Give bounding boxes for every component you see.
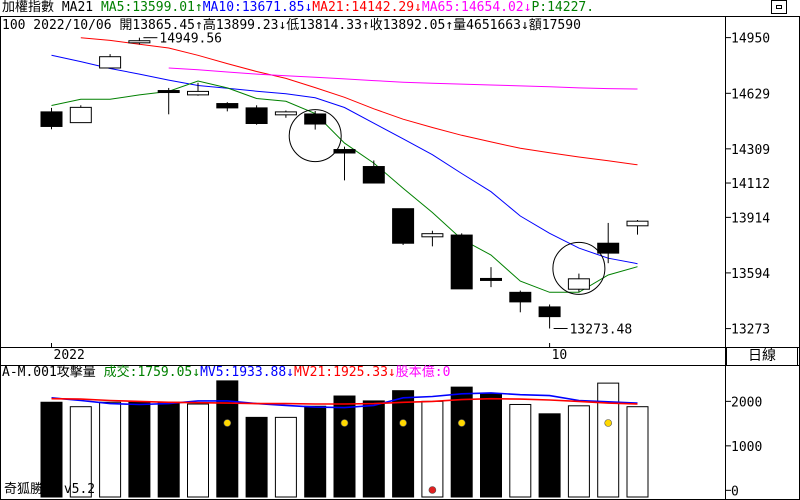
signal-circle xyxy=(552,241,606,295)
price-header-segment-5: P:14227. xyxy=(531,0,595,15)
candle-body xyxy=(245,107,268,125)
price-tick-label: 13914 xyxy=(731,211,770,226)
extreme-label: 14949.56 xyxy=(159,32,222,47)
volume-header-segment-1: 成交:1759.05↓ xyxy=(103,365,201,380)
candle-body xyxy=(362,166,385,184)
volume-bar xyxy=(304,405,327,498)
candle-body xyxy=(216,103,239,109)
volume-bar xyxy=(274,416,297,498)
volume-bar xyxy=(421,400,444,498)
candle-body xyxy=(157,90,180,94)
volume-bar xyxy=(450,386,473,498)
software-label: 奇狐勝券 v5.2 xyxy=(4,482,96,497)
candle-body xyxy=(274,111,297,116)
ma-line-ma65 xyxy=(168,67,638,90)
price-header-segment-1: MA5:13599.01↑ xyxy=(100,0,203,15)
candle-body xyxy=(128,40,151,44)
price-tick-label: 13273 xyxy=(731,323,770,338)
price-tick-label: 14629 xyxy=(731,87,770,102)
date-tick-label: 2022 xyxy=(54,348,85,363)
volume-bar xyxy=(538,413,561,498)
volume-bar xyxy=(40,401,63,498)
period-tab-daily[interactable]: 日線 xyxy=(726,347,798,366)
volume-signal-dot xyxy=(223,419,232,427)
volume-line-mv5 xyxy=(51,392,638,409)
volume-header-segment-2: MV5:1933.88↓ xyxy=(200,365,294,380)
date-tick-label: 10 xyxy=(552,348,568,363)
volume-tick-label: 2000 xyxy=(731,395,762,410)
volume-signal-dot xyxy=(340,419,349,427)
candle-body xyxy=(626,220,649,227)
price-header-segment-3: MA21:14142.29↓ xyxy=(312,0,422,15)
volume-bar xyxy=(333,395,356,498)
volume-signal-dot xyxy=(604,419,613,427)
signal-circle xyxy=(288,109,342,163)
volume-bar xyxy=(626,406,649,498)
ma-line-ma10 xyxy=(51,54,638,265)
price-tick-label: 13594 xyxy=(731,267,770,282)
volume-line-mv21 xyxy=(51,397,638,405)
price-panel: 14950 14629 14309 14112 13914 13594 13273 2022 1… xyxy=(40,32,770,363)
volume-signal-dot xyxy=(457,419,466,427)
volume-bar xyxy=(216,380,239,498)
price-header: 加權指數 MA21 MA5:13599.01↑MA10:13671.85↓MA2… xyxy=(2,0,594,16)
price-tick-label: 14112 xyxy=(731,177,770,192)
price-header-segment-4: MA65:14654.02↓ xyxy=(421,0,532,15)
volume-panel: 2000 1000 0 xyxy=(40,380,762,499)
volume-bar xyxy=(480,393,502,498)
volume-bar xyxy=(157,401,180,498)
candle-body xyxy=(538,306,561,318)
price-header-segment-0: 加權指數 MA21 xyxy=(2,0,101,15)
volume-bar xyxy=(597,382,620,498)
candle-body xyxy=(509,291,532,303)
price-header-segment-2: MA10:13671.85↓ xyxy=(202,0,313,15)
candle-body xyxy=(450,234,473,290)
candle-body xyxy=(304,113,327,125)
volume-bar xyxy=(128,401,151,498)
volume-bar xyxy=(69,406,92,498)
volume-tick-label: 0 xyxy=(731,484,739,499)
price-detail-line: 100 2022/10/06 開13865.45↑高13899.23↓低1381… xyxy=(2,18,581,33)
volume-bar xyxy=(509,403,532,498)
candle-body xyxy=(69,106,92,124)
candle-body xyxy=(333,149,356,154)
volume-header-segment-3: MV21:1925.33↓ xyxy=(294,365,396,380)
volume-bar xyxy=(187,403,209,498)
candle-body xyxy=(421,233,444,238)
candle-body xyxy=(567,278,590,290)
volume-signal-dot xyxy=(428,486,437,494)
volume-header: A-M.001攻擊量 成交:1759.05↓MV5:1933.88↓MV21:1… xyxy=(2,365,450,381)
candle-body xyxy=(187,90,209,96)
candle-body xyxy=(392,208,415,244)
candle-body xyxy=(480,277,502,281)
candle-body xyxy=(597,242,620,254)
volume-bar xyxy=(392,390,415,498)
restore-window-button[interactable] xyxy=(771,0,787,14)
volume-bar xyxy=(362,400,385,498)
volume-header-segment-0: A-M.001攻擊量 xyxy=(2,365,104,380)
ma-line-ma5 xyxy=(51,80,638,293)
volume-bar xyxy=(99,401,122,498)
volume-bar xyxy=(245,416,268,498)
price-tick-label: 14309 xyxy=(731,143,770,158)
volume-header-segment-4: 股本億:0 xyxy=(395,365,451,380)
candle-body xyxy=(99,56,122,69)
volume-tick-label: 1000 xyxy=(731,440,762,455)
volume-signal-dot xyxy=(399,419,407,427)
price-tick-label: 14950 xyxy=(731,32,770,47)
extreme-label: 13273.48 xyxy=(570,323,633,338)
candle-body xyxy=(40,111,63,127)
ma-line-ma21 xyxy=(80,37,638,166)
volume-bar xyxy=(567,405,590,498)
